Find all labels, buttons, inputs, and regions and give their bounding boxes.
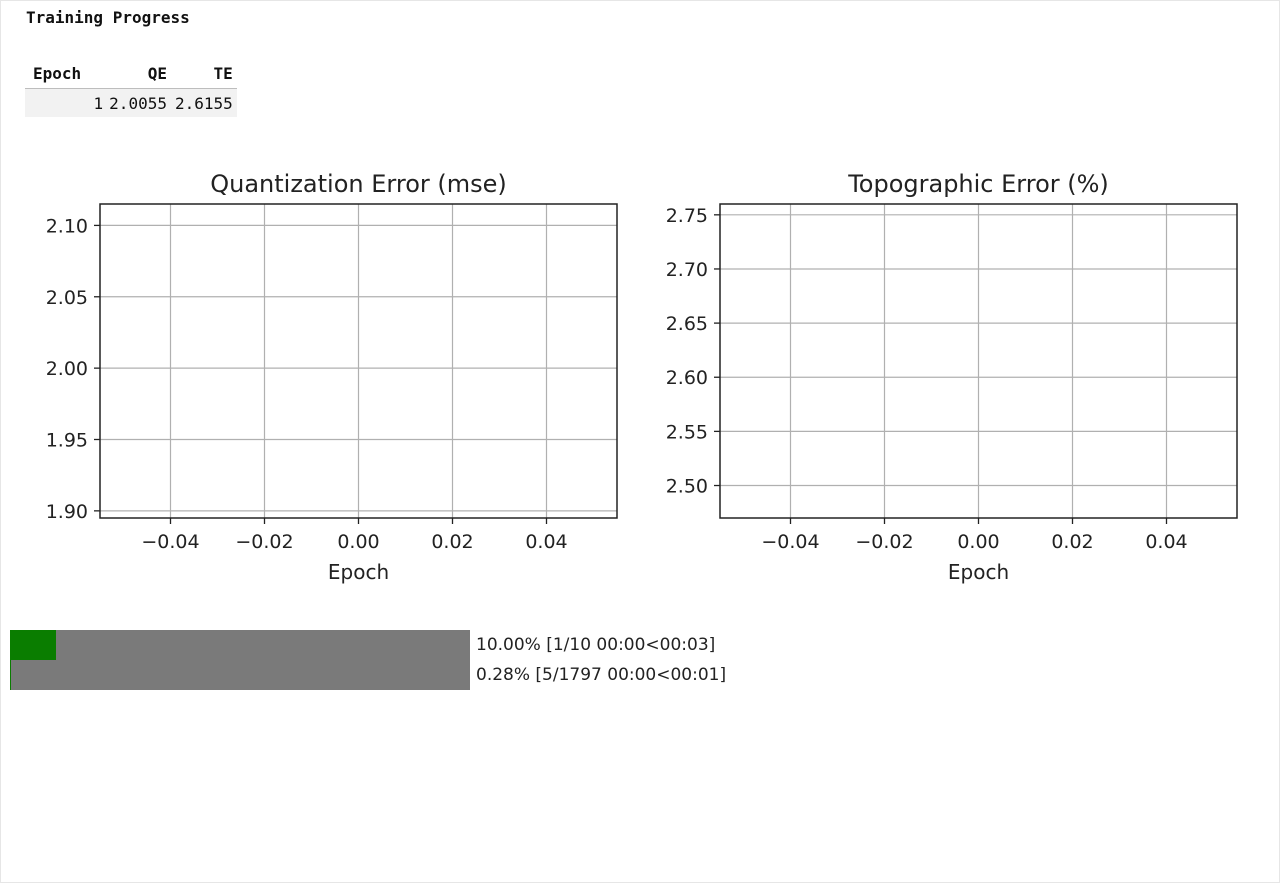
chart1-x-tick-label: 0.02 (1051, 531, 1093, 553)
chart1-y-tick-label: 2.65 (666, 313, 708, 335)
chart0-x-tick-label: 0.02 (431, 531, 473, 553)
chart1-x-tick-label: 0.04 (1145, 531, 1187, 553)
chart0-x-tick-label: −0.04 (141, 531, 199, 553)
chart0-y-tick-label: 2.00 (46, 358, 88, 380)
cell-epoch: 1 (25, 88, 106, 117)
chart1-x-axis-label: Epoch (948, 560, 1009, 584)
table-header-row: Epoch QE TE (25, 60, 237, 89)
batch-progress-fill (10, 660, 12, 690)
batch-progress-bar (10, 660, 470, 690)
chart1-title: Topographic Error (%) (847, 170, 1109, 198)
chart0-y-tick-label: 1.95 (46, 430, 88, 452)
table-row: 1 2.0055 2.6155 (25, 88, 237, 117)
metrics-table: Epoch QE TE 1 2.0055 2.6155 (25, 60, 237, 117)
chart0-x-tick-label: −0.02 (235, 531, 293, 553)
chart1-x-tick-label: −0.04 (761, 531, 819, 553)
training-progress-title: Training Progress (26, 8, 190, 27)
chart0-x-tick-label: 0.00 (337, 531, 379, 553)
quantization-error-chart: −0.04 −0.02 0.00 0.02 0.04 1.90 1.95 2.00 2.05 2.… (46, 170, 618, 584)
chart0-y-tick-label: 1.90 (46, 501, 88, 523)
cell-qe: 2.0055 (105, 88, 171, 117)
chart1-y-tick-label: 2.70 (666, 259, 708, 281)
chart0-y-tick-label: 2.10 (46, 215, 88, 237)
chart0-x-axis-label: Epoch (328, 560, 389, 584)
chart1-y-tick-label: 2.55 (666, 421, 708, 443)
column-header-epoch: Epoch (25, 60, 106, 89)
epoch-progress-text: 10.00% [1/10 00:00<00:03] (476, 635, 716, 655)
epoch-progress-bar (10, 630, 470, 660)
column-header-te: TE (170, 60, 237, 89)
epoch-progress-fill (10, 630, 56, 660)
cell-te: 2.6155 (170, 88, 237, 117)
chart1-y-tick-label: 2.60 (666, 367, 708, 389)
topographic-error-chart: −0.04 −0.02 0.00 0.02 0.04 2.50 2.55 2.60 2.65 2.… (666, 170, 1238, 584)
chart0-x-tick-label: 0.04 (525, 531, 567, 553)
chart1-x-tick-label: −0.02 (855, 531, 913, 553)
chart1-x-tick-label: 0.00 (957, 531, 999, 553)
chart0-y-tick-label: 2.05 (46, 287, 88, 309)
chart1-y-tick-label: 2.75 (666, 205, 708, 227)
chart1-y-tick-label: 2.50 (666, 476, 708, 498)
column-header-qe: QE (105, 60, 171, 89)
batch-progress-text: 0.28% [5/1797 00:00<00:01] (476, 665, 727, 685)
chart0-title: Quantization Error (mse) (210, 170, 507, 198)
